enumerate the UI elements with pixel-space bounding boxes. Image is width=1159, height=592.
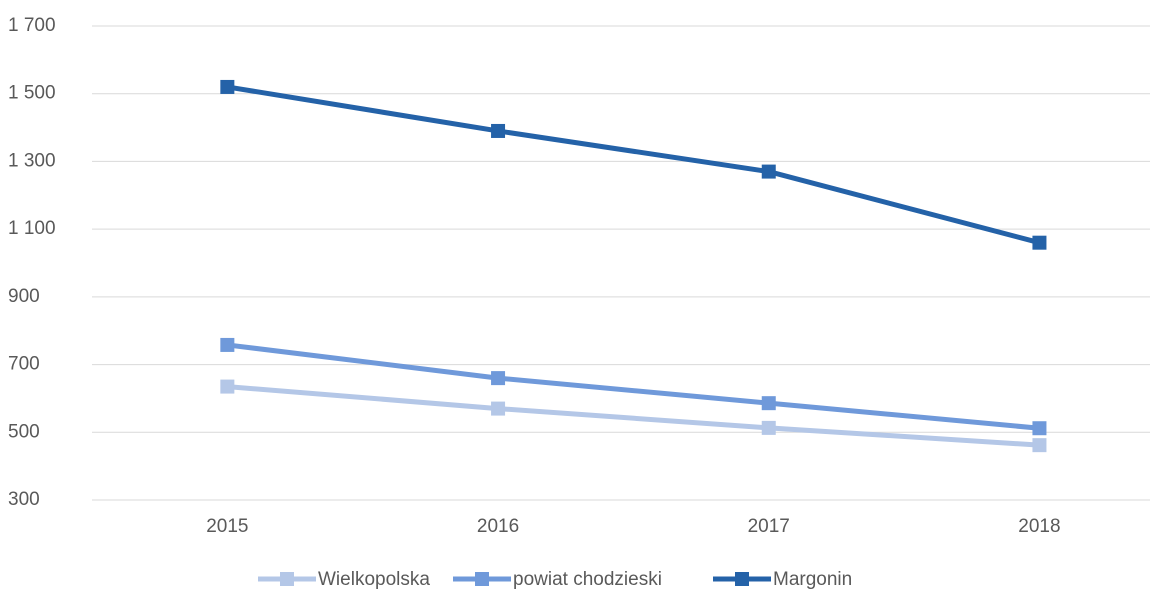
legend-marker	[475, 572, 489, 586]
x-tick-label: 2016	[477, 516, 519, 537]
marker	[220, 79, 235, 94]
series-line	[227, 342, 1040, 431]
marker	[1032, 421, 1047, 436]
y-tick-label: 500	[8, 421, 40, 442]
series-line	[226, 84, 1041, 246]
legend-label: powiat chodzieski	[513, 569, 662, 590]
y-tick-label: 1 700	[8, 15, 56, 36]
y-tick-label: 300	[8, 489, 40, 510]
series-line	[227, 384, 1040, 448]
marker	[761, 164, 776, 179]
y-tick-label: 1 100	[8, 218, 56, 239]
marker	[220, 379, 235, 394]
marker	[761, 420, 776, 435]
y-tick-label: 900	[8, 286, 40, 307]
legend-marker	[735, 572, 749, 586]
marker	[491, 123, 506, 138]
legend-marker	[280, 572, 294, 586]
marker	[491, 401, 506, 416]
marker	[220, 337, 235, 352]
x-tick-label: 2015	[206, 516, 248, 537]
y-tick-label: 700	[8, 354, 40, 375]
legend-label: Wielkopolska	[318, 569, 430, 590]
marker	[491, 371, 506, 386]
x-tick-label: 2018	[1018, 516, 1060, 537]
x-tick-label: 2017	[748, 516, 790, 537]
y-tick-label: 1 500	[8, 83, 56, 104]
marker	[1032, 235, 1047, 250]
marker	[1032, 438, 1047, 453]
marker	[761, 396, 776, 411]
y-tick-label: 1 300	[8, 150, 56, 171]
legend-label: Margonin	[773, 569, 852, 590]
